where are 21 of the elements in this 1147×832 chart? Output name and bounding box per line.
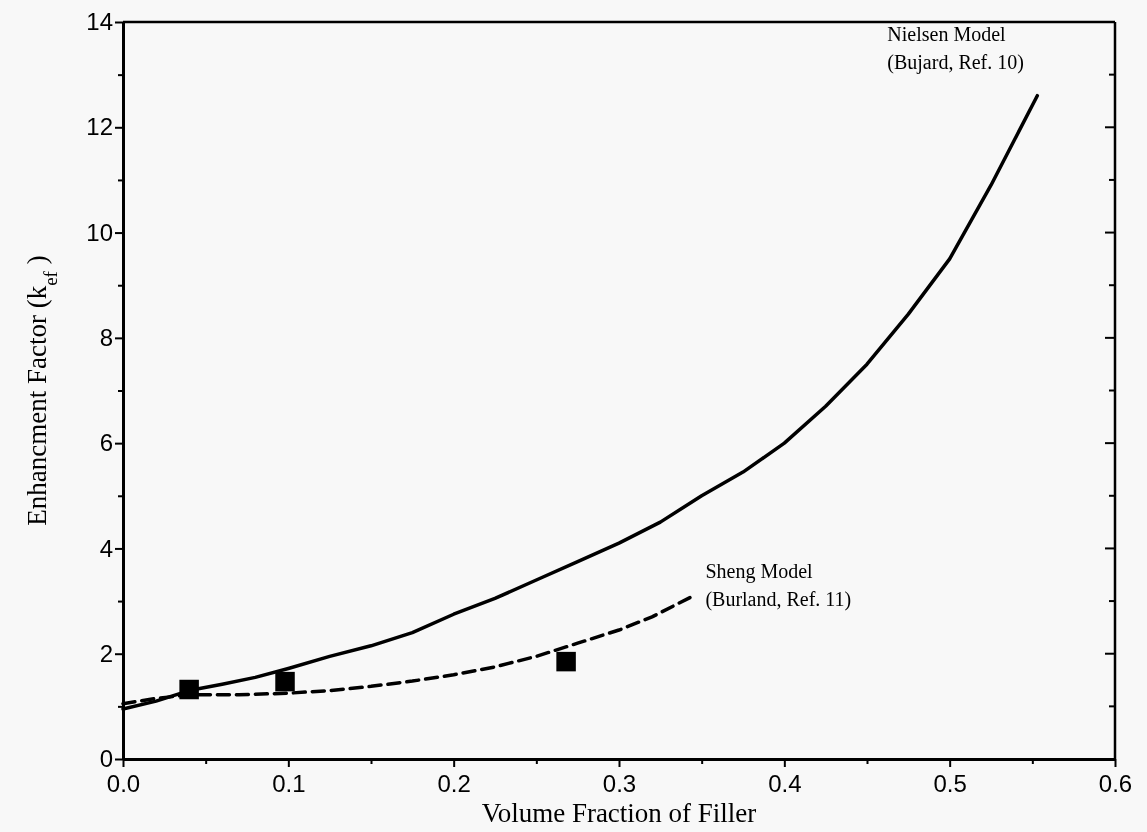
y-tick-label: 10 bbox=[86, 218, 113, 246]
y-tick-label: 0 bbox=[99, 745, 113, 773]
x-tick-label: 0.2 bbox=[437, 770, 471, 798]
x-tick-label: 0.3 bbox=[602, 770, 637, 798]
x-tick-label: 0.0 bbox=[106, 770, 141, 798]
x-tick-label: 0.4 bbox=[768, 770, 802, 798]
y-tick-label: 14 bbox=[86, 8, 113, 36]
x-tick-label: 0.1 bbox=[272, 770, 306, 798]
y-tick-label: 8 bbox=[99, 324, 113, 352]
point bbox=[179, 679, 199, 700]
x-axis-title: Volume Fraction of Filler bbox=[481, 798, 757, 828]
y-tick-label: 6 bbox=[99, 429, 113, 457]
y-tick-label: 12 bbox=[86, 113, 113, 141]
point bbox=[275, 671, 295, 692]
y-tick-label: 2 bbox=[99, 639, 113, 667]
y-tick-label: 4 bbox=[99, 534, 113, 562]
point bbox=[556, 651, 576, 672]
x-tick-label: 0.6 bbox=[1098, 770, 1133, 798]
series-label: Sheng Model (Burland, Ref. 11) bbox=[705, 559, 852, 611]
series-label: Nielsen Model (Bujard, Ref. 10) bbox=[887, 22, 1024, 74]
x-tick-label: 0.5 bbox=[933, 770, 967, 798]
